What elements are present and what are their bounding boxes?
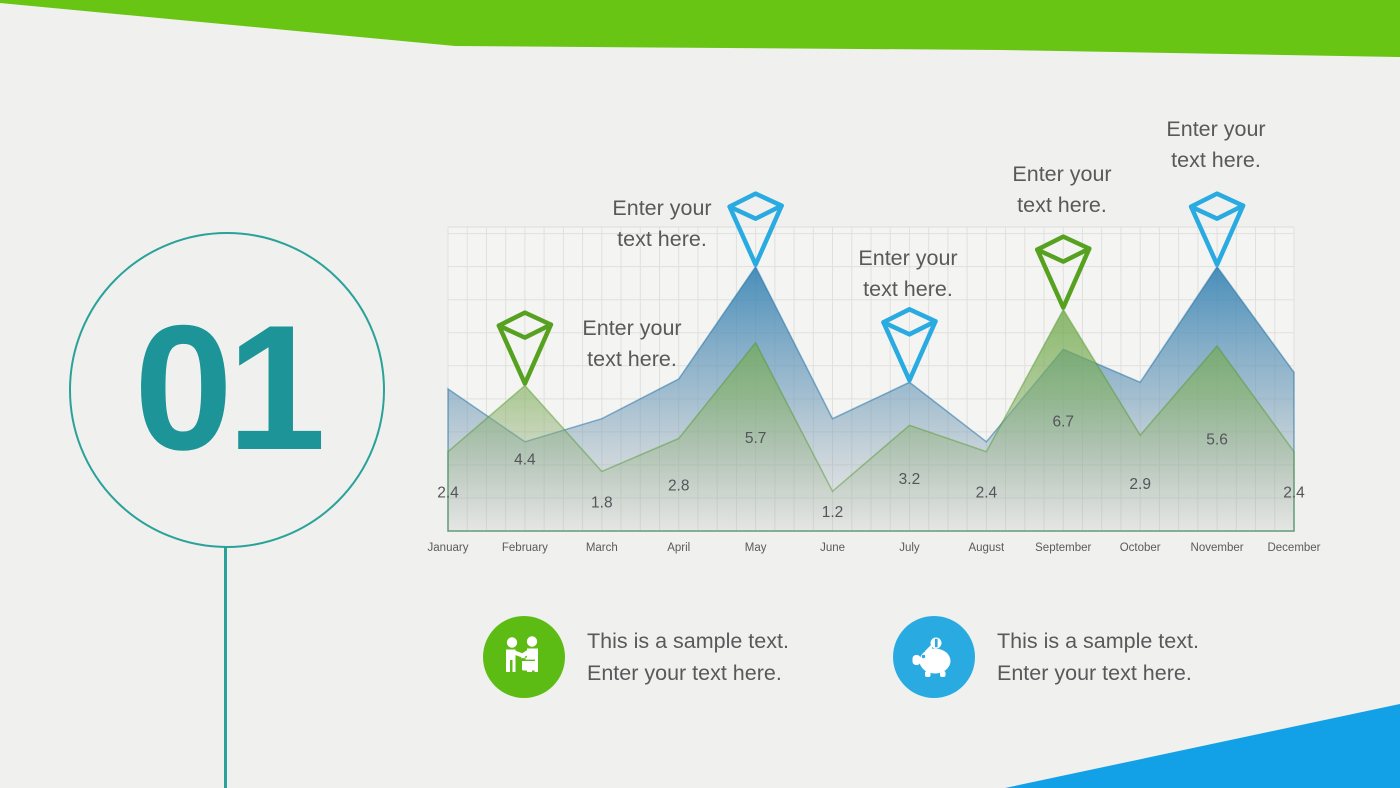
handshake-icon-circle bbox=[483, 616, 565, 698]
feature-item-piggy-bank: This is a sample text. Enter your text h… bbox=[893, 616, 1199, 698]
piggy-bank-icon bbox=[912, 637, 951, 677]
diamond-marker-september bbox=[1035, 234, 1092, 310]
callout-text-november: Enter your text here. bbox=[1166, 117, 1266, 172]
month-label-october: October bbox=[1120, 542, 1161, 554]
data-label-march: 1.8 bbox=[591, 494, 613, 511]
diamond-marker-may bbox=[727, 191, 784, 267]
month-label-august: August bbox=[968, 542, 1005, 554]
diamond-marker-february bbox=[496, 310, 554, 386]
callout-text-february: Enter your text here. bbox=[582, 316, 682, 371]
data-label-august: 2.4 bbox=[976, 484, 998, 501]
top-banner-shape bbox=[0, 0, 1400, 57]
corner-triangle-shape bbox=[1005, 704, 1400, 788]
month-label-april: April bbox=[667, 542, 690, 554]
circle-stem-line bbox=[224, 547, 227, 788]
data-label-april: 2.8 bbox=[668, 478, 690, 495]
callout-text-july: Enter your text here. bbox=[858, 246, 958, 301]
month-label-july: July bbox=[899, 542, 920, 554]
month-label-november: November bbox=[1191, 542, 1244, 554]
data-label-may: 5.7 bbox=[745, 430, 767, 447]
area-green-series bbox=[447, 308, 1295, 532]
month-label-december: December bbox=[1267, 542, 1320, 554]
month-label-september: September bbox=[1035, 542, 1091, 554]
feature-text-line2: Enter your text here. bbox=[587, 661, 782, 685]
month-label-june: June bbox=[820, 542, 845, 554]
data-label-february: 4.4 bbox=[514, 451, 536, 468]
data-label-june: 1.2 bbox=[822, 504, 844, 521]
data-label-july: 3.2 bbox=[899, 471, 921, 488]
chart-diamond-markers bbox=[496, 191, 1246, 386]
diamond-marker-july bbox=[881, 307, 938, 383]
callout-text-may: Enter your text here. bbox=[612, 196, 712, 251]
month-label-february: February bbox=[502, 542, 548, 554]
area-chart-canvas: 2.4 4.4 1.8 2.8 5.7 1.2 3.2 2.4 6.7 2.9 5.6 2.4 Jan… bbox=[428, 191, 1321, 554]
month-label-january: January bbox=[428, 542, 469, 554]
data-label-january: 2.4 bbox=[437, 484, 459, 501]
feature-item-handshake: This is a sample text. Enter your text h… bbox=[483, 616, 789, 698]
month-label-march: March bbox=[586, 542, 618, 554]
area-chart: 2.4 4.4 1.8 2.8 5.7 1.2 3.2 2.4 6.7 2.9 5.6 2.4 Jan… bbox=[428, 117, 1321, 554]
feature-text-line1: This is a sample text. bbox=[997, 629, 1199, 653]
step-number-circle: 01 bbox=[69, 232, 385, 548]
step-number: 01 bbox=[134, 288, 326, 487]
data-label-october: 2.9 bbox=[1129, 476, 1151, 493]
piggy-bank-icon-circle bbox=[893, 616, 975, 698]
diamond-marker-november bbox=[1188, 191, 1246, 267]
handshake-icon bbox=[506, 636, 538, 672]
data-label-december: 2.4 bbox=[1283, 484, 1305, 501]
month-label-may: May bbox=[745, 542, 767, 554]
feature-text-line1: This is a sample text. bbox=[587, 629, 789, 653]
chart-month-axis: January February March April May June July Augu… bbox=[428, 542, 1321, 554]
chart-data-labels: 2.4 4.4 1.8 2.8 5.7 1.2 3.2 2.4 6.7 2.9 5.6 2.4 bbox=[437, 413, 1305, 521]
data-label-september: 6.7 bbox=[1052, 413, 1074, 430]
feature-text-line2: Enter your text here. bbox=[997, 661, 1192, 685]
callout-text-september: Enter your text here. bbox=[1012, 162, 1112, 217]
data-label-november: 5.6 bbox=[1206, 431, 1228, 448]
